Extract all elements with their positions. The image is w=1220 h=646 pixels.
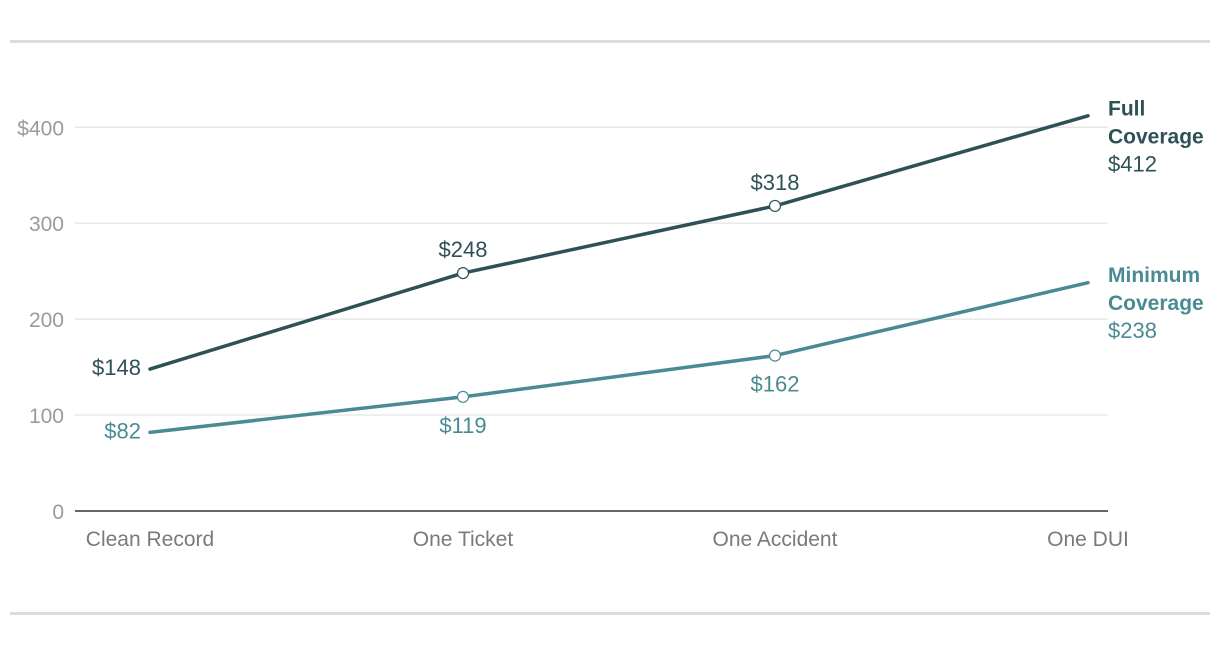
bottom-divider xyxy=(10,612,1210,615)
top-divider xyxy=(10,40,1210,43)
data-label: $119 xyxy=(439,413,486,438)
data-label: $248 xyxy=(439,237,488,262)
y-tick-label: $400 xyxy=(17,117,64,140)
data-point-marker xyxy=(456,390,470,403)
series-end-value-label: $412 xyxy=(1108,151,1157,176)
x-tick-label: One DUI xyxy=(1047,528,1129,551)
data-labels: $148 $248 $318 Full Coverage $412 $82 $119 $162 M… xyxy=(92,97,1204,443)
x-tick-label: One Accident xyxy=(713,528,838,551)
data-point-marker xyxy=(456,266,470,280)
x-tick-label: One Ticket xyxy=(413,528,514,551)
series-name-label: Coverage xyxy=(1108,292,1204,315)
series-lines xyxy=(148,114,1090,435)
y-tick-label: 200 xyxy=(29,309,64,332)
data-label: $162 xyxy=(751,372,800,397)
y-tick-label: 0 xyxy=(52,501,64,524)
data-point-marker xyxy=(768,349,782,362)
data-point-marker xyxy=(768,199,782,213)
series-name-label: Minimum xyxy=(1108,264,1200,287)
y-tick-label: 100 xyxy=(29,405,64,428)
y-axis-tick-labels: 0 100 200 300 $400 xyxy=(17,117,64,524)
data-label: $82 xyxy=(104,418,141,443)
y-tick-label: 300 xyxy=(29,213,64,236)
x-axis-tick-labels: Clean Record One Ticket One Accident One DU… xyxy=(86,528,1129,551)
series-name-label: Coverage xyxy=(1108,125,1204,148)
x-tick-label: Clean Record xyxy=(86,528,214,551)
series-end-value-label: $238 xyxy=(1108,318,1157,343)
gridlines xyxy=(75,126,1108,416)
series-line xyxy=(148,280,1090,435)
series-name-label: Full xyxy=(1108,97,1145,120)
data-label: $148 xyxy=(92,355,141,380)
data-label: $318 xyxy=(751,170,800,195)
series-line xyxy=(148,114,1090,371)
